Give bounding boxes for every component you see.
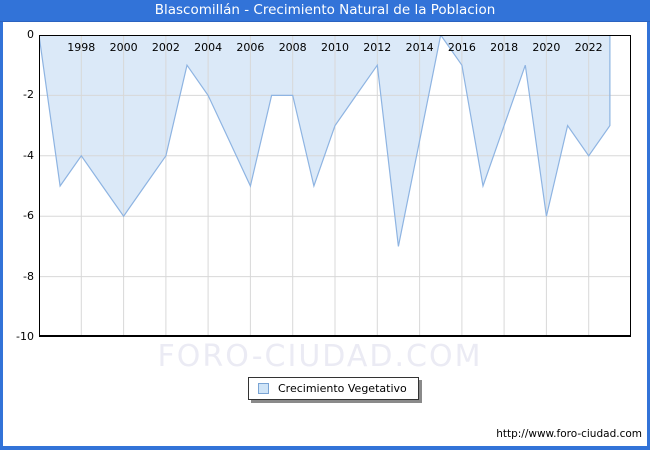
legend-swatch-icon	[258, 383, 269, 394]
y-tick-label: -4	[23, 148, 34, 162]
x-tick-label: 2006	[236, 41, 264, 54]
area-fill	[39, 35, 610, 247]
x-tick-label: 2010	[321, 41, 349, 54]
legend-label: Crecimiento Vegetativo	[278, 382, 407, 395]
x-tick-label: 2004	[194, 41, 222, 54]
page-title: Blascomillán - Crecimiento Natural de la…	[154, 2, 496, 18]
y-tick-label: -6	[23, 209, 34, 223]
footer-url: http://www.foro-ciudad.com	[496, 428, 642, 440]
legend-item-crecimiento-vegetativo[interactable]: Crecimiento Vegetativo	[248, 377, 419, 400]
x-tick-label: 2000	[110, 41, 138, 54]
y-tick-label: -8	[23, 269, 34, 283]
chart-svg: 1998 2000 2002 2004 2006 2008 2010 2012 2014 2016…	[39, 35, 631, 337]
y-tick-label: -10	[16, 330, 34, 343]
x-tick-label: 1998	[67, 41, 95, 54]
plot-area: 1998 2000 2002 2004 2006 2008 2010 2012 2014 2016…	[39, 35, 631, 337]
x-tick-label: 2002	[152, 41, 180, 54]
y-tick-label: 0	[27, 28, 34, 41]
x-tick-label: 2016	[448, 41, 476, 54]
x-tick-label: 2020	[532, 41, 560, 54]
x-tick-label: 2014	[406, 41, 434, 54]
y-tick-label: -2	[23, 88, 34, 102]
watermark: FORO-CIUDAD.COM	[157, 339, 483, 374]
series-line	[39, 35, 611, 247]
x-tick-label: 2012	[363, 41, 391, 54]
x-tick-label: 2022	[575, 41, 603, 54]
title-bar: Blascomillán - Crecimiento Natural de la…	[0, 0, 650, 22]
x-tick-label: 2018	[490, 41, 518, 54]
x-tick-label: 2008	[279, 41, 307, 54]
